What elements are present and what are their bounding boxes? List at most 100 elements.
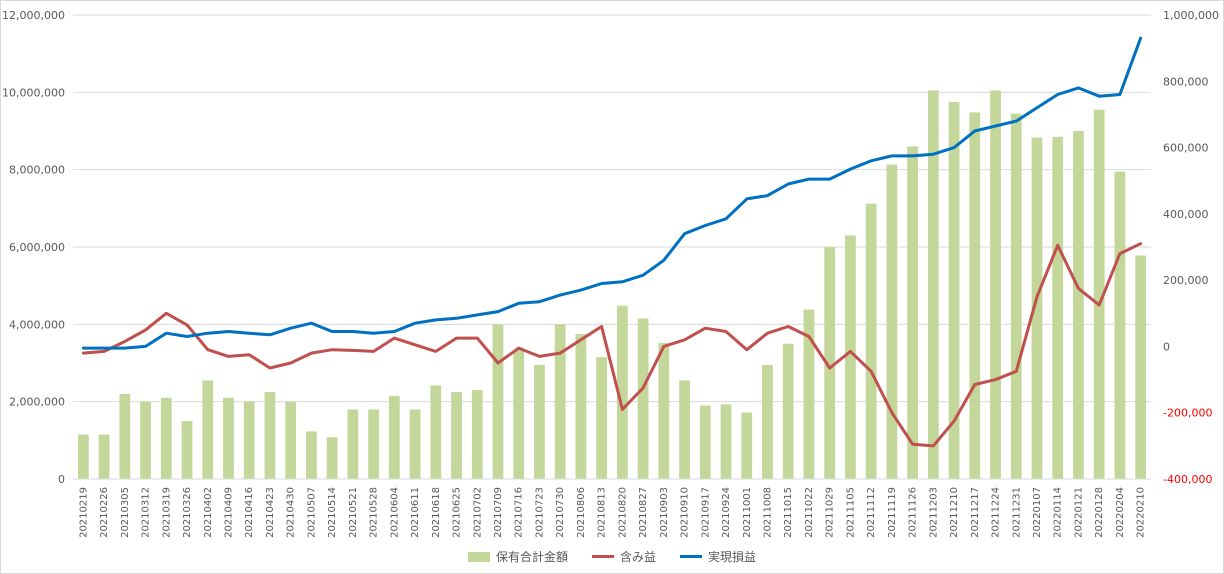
bar-holdings [845, 235, 856, 479]
x-axis-tick-label: 20210903 [659, 487, 670, 538]
x-axis-tick-label: 20220107 [1032, 487, 1043, 538]
right-axis-tick-label: 600,000 [1163, 142, 1209, 155]
x-axis-tick-label: 20210806 [576, 487, 587, 538]
left-axis-tick-label: 6,000,000 [9, 241, 65, 254]
legend-swatch-unrealized [591, 555, 614, 558]
legend-swatch-realized [680, 555, 702, 558]
bar-holdings [98, 434, 110, 479]
x-axis-tick-label: 20210226 [99, 487, 110, 538]
bar-holdings [1031, 137, 1043, 479]
right-axis-tick-label: 0 [1163, 340, 1170, 353]
legend-label-holdings: 保有合計金額 [495, 550, 568, 564]
bar-holdings [575, 334, 587, 479]
bar-holdings [202, 380, 214, 479]
bar-holdings [471, 390, 483, 479]
bar-holdings [1073, 131, 1084, 479]
x-axis-tick-label: 20210910 [680, 487, 691, 538]
line-realized-gain [81, 36, 1143, 350]
bar-holdings [181, 421, 193, 479]
x-axis-tick-label: 20210409 [223, 487, 234, 538]
line-series [81, 36, 1143, 448]
bar-holdings [969, 112, 981, 479]
bar-holdings [990, 90, 1001, 480]
x-axis-tick-label: 20211008 [762, 487, 773, 538]
x-axis-tick-label: 20220128 [1094, 487, 1105, 538]
bar-holdings [326, 437, 338, 479]
x-axis-tick-label: 20210709 [493, 487, 504, 538]
bar-holdings [347, 409, 359, 479]
bar-holdings [77, 434, 89, 479]
x-axis-tick-label: 20210423 [265, 487, 276, 538]
x-axis-tick-label: 20210312 [141, 487, 152, 538]
left-axis-tick-label: 2,000,000 [9, 396, 65, 409]
bar-holdings [658, 342, 670, 479]
right-axis-tick-label: 400,000 [1163, 208, 1209, 221]
bar-holdings [1114, 171, 1126, 479]
bar-holdings [368, 409, 379, 479]
x-axis-tick-label: 20210305 [120, 487, 131, 538]
x-axis-tick-label: 20210625 [452, 487, 463, 538]
legend-item-unrealized: 含み益 [591, 548, 656, 565]
x-axis-tick-label: 20210813 [597, 487, 608, 538]
x-axis-tick-label: 20211001 [742, 487, 753, 538]
bar-holdings [865, 203, 877, 479]
bar-holdings [1135, 255, 1147, 479]
x-axis-tick-label: 20210430 [286, 487, 297, 538]
bar-holdings [596, 357, 608, 479]
x-axis-tick-label: 20211210 [949, 487, 960, 538]
x-axis-tick-label: 20220210 [1136, 487, 1147, 538]
x-axis-tick-label: 20210723 [534, 487, 545, 538]
x-axis-tick-label: 20210319 [161, 487, 172, 538]
x-axis-tick-label: 20210514 [327, 487, 338, 538]
bar-holdings [243, 401, 255, 479]
bar-holdings [741, 412, 753, 479]
x-axis-tick-label: 20211022 [804, 487, 815, 538]
bar-holdings [534, 364, 545, 479]
left-axis-tick-label: 8,000,000 [9, 164, 65, 177]
bar-holdings [927, 90, 939, 480]
bar-holdings [1052, 136, 1064, 480]
x-axis-tick-label: 20211119 [887, 487, 898, 538]
bar-holdings [1010, 113, 1022, 479]
x-axis-tick-label: 20210924 [721, 487, 732, 538]
x-axis-tick-label: 20211231 [1011, 487, 1022, 538]
legend: 保有合計金額 含み益 実現損益 [0, 548, 1224, 565]
bar-holdings [160, 397, 172, 479]
bar-holdings [119, 393, 131, 479]
x-axis-tick-label: 20210402 [203, 487, 214, 538]
bar-holdings [637, 318, 649, 479]
bar-holdings [886, 164, 898, 479]
legend-label-realized: 実現損益 [708, 550, 757, 564]
bar-holdings [762, 364, 773, 479]
bar-holdings [451, 392, 462, 479]
legend-swatch-holdings [467, 551, 490, 562]
x-axis-tick-label: 20210716 [514, 487, 525, 538]
x-axis-tick-label: 20210326 [182, 487, 193, 538]
bar-holdings [948, 102, 960, 479]
legend-item-realized: 実現損益 [680, 548, 756, 565]
left-axis-tick-label: 10,000,000 [2, 86, 65, 99]
left-axis-tick-label: 4,000,000 [9, 318, 65, 331]
x-axis-tick-label: 20210521 [348, 487, 359, 538]
x-axis-tick-label: 20211203 [928, 487, 939, 538]
combo-chart: 0 2,000,000 4,000,000 6,000,000 8,000,000 10,… [2, 9, 1219, 538]
legend-label-unrealized: 含み益 [619, 550, 656, 564]
bar-holdings [554, 324, 566, 479]
x-axis-tick-label: 20220121 [1073, 487, 1084, 538]
bar-holdings [803, 309, 815, 479]
bar-holdings [720, 404, 732, 479]
x-axis-tick-label: 20210618 [431, 487, 442, 538]
x-axis-tick-label: 20211015 [783, 487, 794, 538]
right-y-axis: -400,000 -200,000 0 200,000 400,000 600,000 80… [1163, 9, 1219, 486]
x-axis-tick-label: 20210219 [78, 487, 89, 538]
x-axis-tick-label: 20220204 [1115, 487, 1126, 538]
bar-holdings [782, 343, 794, 479]
right-axis-tick-label: 1,000,000 [1163, 9, 1219, 22]
bar-holdings [430, 385, 442, 479]
x-axis-tick-label: 20210827 [638, 487, 649, 538]
bar-holdings [907, 146, 918, 479]
right-axis-tick-label: -200,000 [1163, 407, 1212, 420]
x-axis-tick-label: 20210702 [472, 487, 483, 538]
x-axis-tick-label: 20210917 [700, 487, 711, 538]
